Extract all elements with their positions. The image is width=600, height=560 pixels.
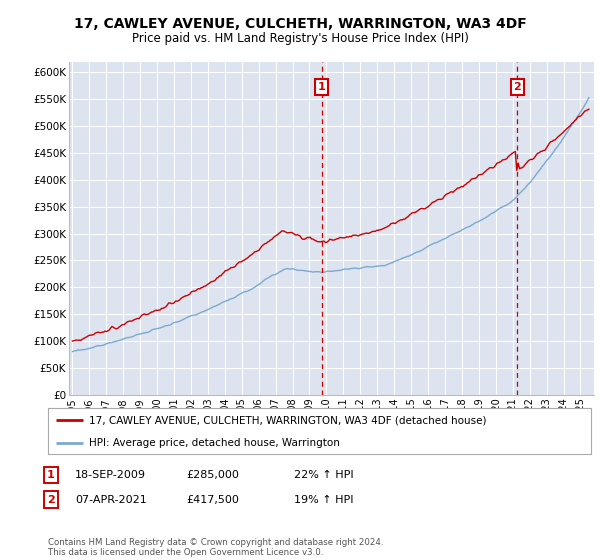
Text: HPI: Average price, detached house, Warrington: HPI: Average price, detached house, Warr… bbox=[89, 438, 340, 449]
Text: 22% ↑ HPI: 22% ↑ HPI bbox=[294, 470, 353, 480]
Text: 2: 2 bbox=[514, 82, 521, 92]
Text: 07-APR-2021: 07-APR-2021 bbox=[75, 494, 147, 505]
Text: Price paid vs. HM Land Registry's House Price Index (HPI): Price paid vs. HM Land Registry's House … bbox=[131, 32, 469, 45]
Text: 17, CAWLEY AVENUE, CULCHETH, WARRINGTON, WA3 4DF (detached house): 17, CAWLEY AVENUE, CULCHETH, WARRINGTON,… bbox=[89, 415, 486, 425]
Text: Contains HM Land Registry data © Crown copyright and database right 2024.
This d: Contains HM Land Registry data © Crown c… bbox=[48, 538, 383, 557]
Text: 17, CAWLEY AVENUE, CULCHETH, WARRINGTON, WA3 4DF: 17, CAWLEY AVENUE, CULCHETH, WARRINGTON,… bbox=[74, 17, 526, 31]
Text: 18-SEP-2009: 18-SEP-2009 bbox=[75, 470, 146, 480]
Text: 1: 1 bbox=[318, 82, 326, 92]
Text: 19% ↑ HPI: 19% ↑ HPI bbox=[294, 494, 353, 505]
Text: 1: 1 bbox=[47, 470, 55, 480]
Text: £417,500: £417,500 bbox=[186, 494, 239, 505]
Text: £285,000: £285,000 bbox=[186, 470, 239, 480]
Text: 2: 2 bbox=[47, 494, 55, 505]
